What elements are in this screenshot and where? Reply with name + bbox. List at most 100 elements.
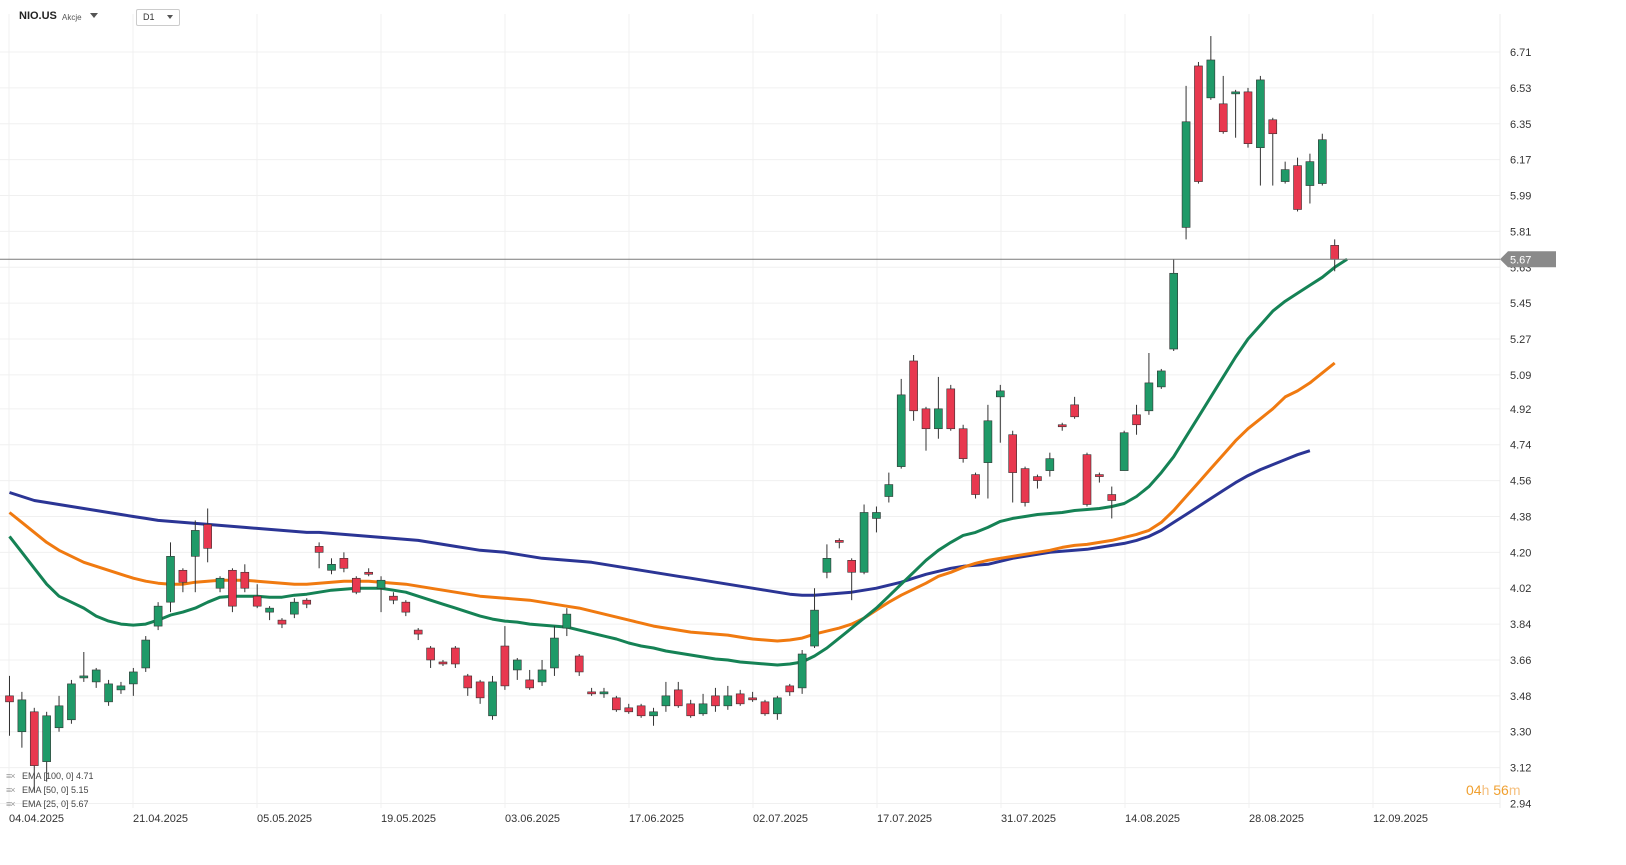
legend-ema-50[interactable]: ≡× EMA [50, 0] 5.15 bbox=[6, 785, 89, 795]
candle bbox=[934, 376, 943, 439]
candle bbox=[723, 685, 733, 710]
legend-ema-25[interactable]: ≡× EMA [25, 0] 5.67 bbox=[6, 799, 89, 809]
x-tick-label: 31.07.2025 bbox=[1001, 813, 1056, 825]
candle-body bbox=[909, 360, 918, 412]
candle bbox=[612, 695, 621, 712]
candle bbox=[822, 544, 832, 579]
candle bbox=[54, 695, 64, 732]
candle bbox=[129, 667, 138, 696]
candle bbox=[426, 646, 435, 668]
candle bbox=[834, 538, 844, 549]
candle-body bbox=[376, 579, 386, 589]
candle bbox=[686, 699, 695, 718]
y-tick-label: 4.02 bbox=[1510, 583, 1531, 595]
candle-body bbox=[872, 512, 881, 519]
candle-body bbox=[896, 394, 906, 467]
ema-line bbox=[9, 449, 1311, 597]
candle-body bbox=[1318, 139, 1327, 184]
candle-body bbox=[1070, 404, 1079, 418]
settings-icon[interactable]: ≡× bbox=[6, 785, 16, 795]
symbol-dropdown-icon[interactable] bbox=[90, 13, 98, 18]
candle bbox=[847, 558, 856, 601]
x-tick-label: 03.06.2025 bbox=[505, 813, 560, 825]
y-tick-label: 4.92 bbox=[1510, 404, 1531, 416]
symbol-title[interactable]: NIO.US bbox=[19, 10, 57, 22]
x-tick-label: 28.08.2025 bbox=[1249, 813, 1304, 825]
y-tick-label: 4.38 bbox=[1510, 511, 1531, 523]
settings-icon[interactable]: ≡× bbox=[6, 771, 16, 781]
candle-body bbox=[91, 669, 101, 683]
candle-body bbox=[1157, 370, 1166, 388]
candle bbox=[475, 679, 485, 704]
y-tick-label: 6.17 bbox=[1510, 155, 1531, 167]
legend-label: EMA [50, 0] 5.15 bbox=[22, 785, 89, 795]
candle-body bbox=[971, 474, 980, 495]
candle bbox=[438, 659, 448, 666]
candle bbox=[339, 552, 349, 573]
candle-body bbox=[525, 679, 534, 689]
candle bbox=[5, 675, 14, 736]
candle-body bbox=[1045, 458, 1055, 471]
candle bbox=[636, 703, 646, 718]
candle bbox=[1157, 368, 1166, 389]
ema-series bbox=[8, 258, 1348, 667]
candle bbox=[624, 703, 634, 714]
candle-body bbox=[1095, 474, 1104, 477]
candle-body bbox=[5, 695, 14, 703]
candle bbox=[735, 689, 745, 706]
settings-icon[interactable]: ≡× bbox=[6, 799, 16, 809]
candle bbox=[958, 424, 968, 463]
candle bbox=[451, 646, 460, 668]
candle bbox=[1231, 89, 1240, 138]
candle-body bbox=[364, 571, 373, 575]
candle-body bbox=[228, 569, 237, 607]
candle-body bbox=[686, 703, 695, 717]
candle-body bbox=[1082, 454, 1092, 505]
candle bbox=[376, 576, 386, 613]
candle bbox=[1243, 87, 1253, 148]
candle bbox=[351, 576, 361, 595]
countdown-h-unit: h bbox=[1481, 782, 1490, 798]
ema-line bbox=[8, 361, 1336, 643]
countdown-minutes: 56 bbox=[1493, 782, 1509, 798]
candle bbox=[1218, 75, 1228, 134]
candle bbox=[190, 520, 200, 593]
candle-body bbox=[512, 659, 522, 671]
candle-body bbox=[859, 512, 869, 573]
candle-body bbox=[500, 645, 510, 687]
candle-body bbox=[166, 556, 175, 603]
candle bbox=[215, 576, 225, 593]
candle bbox=[698, 693, 708, 716]
candle bbox=[859, 504, 869, 575]
last-price-label: 5.67 bbox=[1510, 254, 1531, 266]
candle bbox=[42, 711, 51, 782]
y-tick-label: 5.09 bbox=[1510, 370, 1531, 382]
candle-body bbox=[488, 681, 497, 717]
candle-body bbox=[550, 637, 559, 669]
candle-body bbox=[649, 711, 658, 717]
candle-body bbox=[203, 524, 212, 549]
candle bbox=[1305, 153, 1315, 204]
candle-body bbox=[847, 560, 856, 573]
candle-body bbox=[1119, 432, 1129, 471]
legend-ema-100[interactable]: ≡× EMA [100, 0] 4.71 bbox=[6, 771, 94, 781]
candle-body bbox=[116, 685, 126, 691]
candle bbox=[1280, 161, 1290, 184]
candle bbox=[228, 568, 237, 613]
candle bbox=[537, 659, 547, 686]
candle-body bbox=[1268, 119, 1278, 135]
timeframe-select[interactable]: D1 bbox=[136, 9, 180, 26]
candle bbox=[1008, 430, 1017, 503]
candle bbox=[500, 626, 510, 690]
candle-body bbox=[29, 711, 39, 766]
countdown-m-unit: m bbox=[1508, 782, 1521, 798]
candle bbox=[413, 628, 423, 641]
candle bbox=[946, 384, 956, 431]
x-tick-label: 02.07.2025 bbox=[753, 813, 808, 825]
candle-body bbox=[413, 629, 423, 635]
candle-body bbox=[1132, 414, 1141, 426]
candle bbox=[488, 675, 497, 720]
candle bbox=[1169, 259, 1178, 352]
candle-body bbox=[624, 707, 634, 713]
